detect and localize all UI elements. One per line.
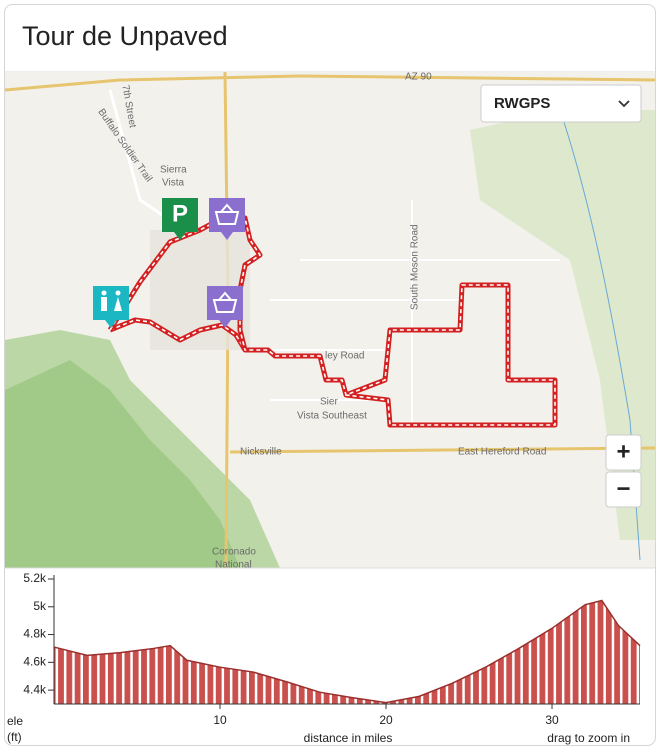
forest [5, 360, 240, 568]
map-label: Vista [162, 178, 184, 189]
map-label: Coronado [212, 547, 256, 558]
x-tick-label: 30 [545, 713, 559, 727]
restroom-marker[interactable] [93, 286, 129, 328]
zoom-in-button[interactable]: + [605, 434, 642, 471]
parking-marker[interactable]: P [162, 198, 198, 240]
y-axis-label: ele [7, 714, 23, 728]
provider-dropdown[interactable]: RWGPS [480, 84, 642, 123]
map-label: AZ 90 [405, 72, 432, 83]
shop-marker[interactable] [209, 198, 245, 240]
zoom-out-button[interactable]: − [605, 471, 642, 508]
map-label: South Moson Road [410, 224, 421, 310]
y-tick-label: 4.6k [23, 655, 47, 669]
zoom-out-label: − [616, 475, 630, 502]
x-axis-label: distance in miles [304, 731, 393, 745]
elevation-area [54, 600, 640, 704]
elevation-line [53, 599, 641, 704]
elevation-chart[interactable]: ele (ft) distance in miles drag to zoom … [7, 571, 641, 745]
park [470, 110, 655, 540]
map-label: Sierra [160, 165, 187, 176]
road [229, 446, 655, 454]
map-label: National [215, 560, 252, 571]
zoom-in-label: + [616, 438, 630, 465]
x-tick-label: 20 [379, 713, 393, 727]
title: Tour de Unpaved [22, 21, 228, 51]
shop-marker[interactable] [207, 286, 243, 328]
map-label: ley Road [325, 351, 364, 362]
y-tick-label: 4.4k [23, 682, 47, 696]
parking-letter: P [172, 200, 188, 227]
y-tick-label: 4.8k [23, 627, 47, 641]
map-label: East Hereford Road [458, 447, 546, 458]
map-label: Sier [320, 397, 338, 408]
map-label: Nicksville [240, 447, 282, 458]
road [5, 74, 655, 92]
x-tick-label: 10 [213, 713, 227, 727]
y-tick-label: 5k [33, 599, 47, 613]
zoom-hint: drag to zoom in [547, 731, 630, 745]
road [270, 200, 560, 430]
map[interactable]: AZ 90 Sierra Vista South Moson Road ley … [5, 72, 655, 571]
y-axis-label: (ft) [7, 730, 22, 744]
map-label: Vista Southeast [297, 411, 367, 422]
river [559, 109, 641, 561]
y-tick-label: 5.2k [23, 571, 47, 585]
provider-label: RWGPS [494, 95, 550, 112]
